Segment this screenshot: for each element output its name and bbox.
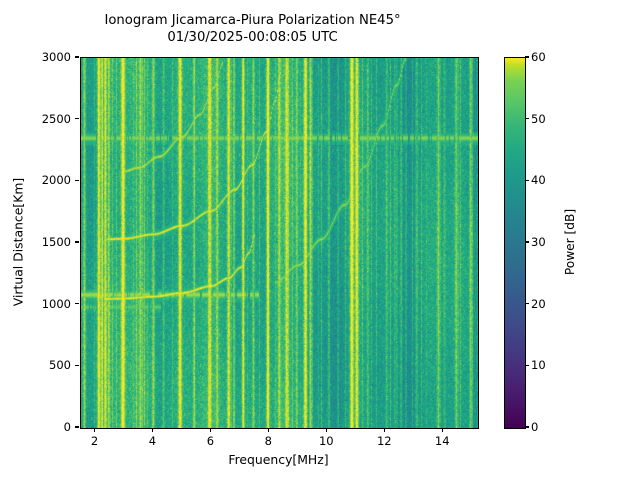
y-tick-label-2: 1000 bbox=[41, 296, 71, 311]
y-tick-label-1: 500 bbox=[49, 358, 71, 373]
y-tick-label-6: 3000 bbox=[41, 50, 71, 64]
y-tick-label-4: 2000 bbox=[41, 173, 71, 188]
x-axis-title: Frequency[MHz] bbox=[228, 452, 329, 467]
colorbar-tick-2 bbox=[525, 303, 529, 305]
colorbar-tick-label-3: 30 bbox=[531, 235, 546, 249]
y-tick-0 bbox=[75, 426, 79, 428]
x-tick-label-6: 14 bbox=[434, 434, 450, 448]
x-tick-label-0: 2 bbox=[90, 434, 99, 448]
x-tick-4 bbox=[325, 428, 327, 432]
chart-title-line1: Ionogram Jicamarca-Piura Polarization NE… bbox=[104, 13, 401, 28]
y-tick-2 bbox=[75, 303, 79, 305]
y-tick-3 bbox=[75, 241, 79, 243]
colorbar-gradient bbox=[505, 58, 525, 428]
x-tick-label-2: 6 bbox=[206, 434, 215, 448]
colorbar-tick-label-6: 60 bbox=[531, 50, 546, 64]
colorbar-tick-label-2: 20 bbox=[531, 296, 546, 311]
y-tick-1 bbox=[75, 364, 79, 366]
x-tick-1 bbox=[151, 428, 153, 432]
y-tick-6 bbox=[75, 56, 79, 58]
colorbar-tick-5 bbox=[525, 118, 529, 120]
colorbar bbox=[504, 57, 526, 429]
y-tick-5 bbox=[75, 118, 79, 120]
x-tick-5 bbox=[383, 428, 385, 432]
colorbar-tick-label-4: 40 bbox=[531, 173, 546, 188]
chart-title-line2: 01/30/2025-00:08:05 UTC bbox=[167, 30, 338, 45]
x-tick-label-1: 4 bbox=[148, 434, 157, 448]
ionogram-heatmap bbox=[81, 58, 478, 428]
chart-title: Ionogram Jicamarca-Piura Polarization NE… bbox=[0, 12, 505, 46]
x-tick-2 bbox=[209, 428, 211, 432]
y-tick-label-0: 0 bbox=[63, 420, 71, 434]
x-tick-6 bbox=[441, 428, 443, 432]
x-tick-label-3: 8 bbox=[264, 434, 273, 448]
y-tick-4 bbox=[75, 179, 79, 181]
x-tick-label-5: 12 bbox=[376, 434, 392, 448]
x-tick-0 bbox=[93, 428, 96, 432]
colorbar-tick-1 bbox=[525, 364, 529, 366]
colorbar-tick-0 bbox=[525, 426, 529, 428]
y-tick-label-5: 2500 bbox=[41, 111, 71, 126]
colorbar-title: Power [dB] bbox=[563, 208, 577, 276]
colorbar-tick-3 bbox=[525, 241, 529, 243]
colorbar-tick-4 bbox=[525, 179, 529, 181]
x-tick-3 bbox=[267, 428, 269, 432]
colorbar-tick-label-0: 0 bbox=[531, 420, 539, 434]
y-tick-label-3: 1500 bbox=[41, 235, 71, 249]
ionogram-plot-area bbox=[80, 57, 479, 429]
colorbar-tick-label-5: 50 bbox=[531, 111, 546, 126]
x-tick-label-4: 10 bbox=[318, 434, 334, 448]
colorbar-tick-label-1: 10 bbox=[531, 358, 546, 373]
colorbar-tick-6 bbox=[525, 56, 529, 58]
y-axis-title: Virtual Distance[Km] bbox=[10, 177, 26, 307]
